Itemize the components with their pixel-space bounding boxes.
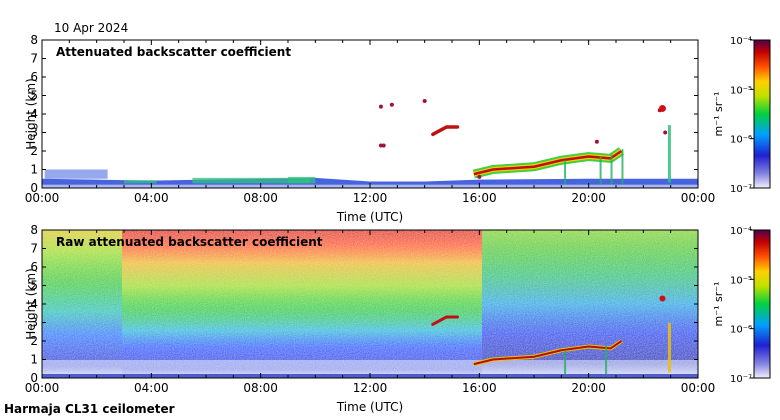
bottom-backscatter-field	[42, 230, 698, 378]
top-x-tick-label: 16:00	[462, 191, 497, 205]
bottom-colorbar: 10⁻⁴ 10⁻⁵ 10⁻⁶ 10⁻⁷ m⁻¹ sr⁻¹	[712, 226, 771, 385]
bottom-y-tick-label: 0	[30, 371, 38, 385]
bottom-x-tick-label: 20:00	[571, 381, 606, 395]
top-y-tick-label: 1	[30, 163, 38, 177]
bottom-y-tick-label: 6	[30, 260, 38, 274]
top-x-tick-label: 00:00	[25, 191, 60, 205]
raw-noise-block-day	[122, 230, 482, 378]
raw-noise-block-early	[42, 230, 122, 378]
aerosol-patch	[192, 177, 310, 184]
top-colorbar-tick-label: 10⁻⁶	[730, 135, 752, 146]
bottom-colorbar-tick-label: 10⁻⁶	[730, 325, 752, 336]
bottom-x-label: Time (UTC)	[336, 400, 403, 414]
aerosol-patch	[124, 180, 157, 184]
bottom-y-tick-label: 8	[30, 223, 38, 237]
bottom-x-tick-label: 16:00	[462, 381, 497, 395]
bottom-x-tick-label: 00:00	[25, 381, 60, 395]
bottom-y-tick-label: 4	[30, 297, 38, 311]
aerosol-patch	[288, 176, 316, 184]
bottom-colorbar-tick-label: 10⁻⁷	[730, 374, 752, 385]
bottom-y-tick-label: 3	[30, 316, 38, 330]
precip-streak	[564, 160, 567, 185]
top-y-tick-label: 7	[30, 52, 38, 66]
raw-cloud-layer-core	[473, 340, 623, 366]
scattered-echo	[378, 143, 383, 148]
precip-streak	[599, 156, 602, 185]
bottom-y-label: Height (km)	[24, 268, 38, 339]
precip-streak	[610, 154, 613, 185]
early-aerosol-layer	[44, 169, 108, 179]
bottom-panel: 0 1 2 3 4 5 6 7 8 00:00 04:00 08:00 12:00 16:00 20:00 0…	[24, 223, 715, 414]
scattered-echo	[422, 99, 427, 104]
bottom-colorbar-tick-label: 10⁻⁴	[730, 226, 752, 237]
top-x-tick-label: 12:00	[353, 191, 388, 205]
top-y-tick-label: 4	[30, 107, 38, 121]
top-colorbar-unit: m⁻¹ sr⁻¹	[712, 92, 725, 137]
bottom-y-tick-label: 1	[30, 353, 38, 367]
raw-precip-streak	[564, 350, 567, 375]
raw-late-column	[667, 322, 671, 373]
bottom-y-tick-label: 7	[30, 242, 38, 256]
bottom-y-tick-label: 2	[30, 334, 38, 348]
late-column	[667, 125, 671, 183]
raw-noise-block-evening	[482, 230, 698, 378]
top-x-tick-label: 08:00	[243, 191, 278, 205]
bottom-colorbar-tick-label: 10⁻⁵	[730, 275, 752, 286]
top-y-tick-label: 5	[30, 89, 38, 103]
scattered-echo	[663, 130, 668, 135]
top-colorbar-gradient	[753, 39, 771, 189]
top-x-label: Time (UTC)	[336, 210, 403, 224]
top-colorbar: 10⁻⁴ 10⁻⁵ 10⁻⁶ 10⁻⁷ m⁻¹ sr⁻¹	[712, 36, 771, 195]
top-y-tick-label: 8	[30, 33, 38, 47]
top-y-tick-label: 6	[30, 70, 38, 84]
raw-elevated-cloud	[431, 315, 459, 326]
top-y-label: Height (km)	[24, 78, 38, 149]
scattered-echo	[389, 102, 394, 107]
bottom-x-tick-label: 12:00	[353, 381, 388, 395]
raw-near-surface-band	[42, 360, 698, 374]
scattered-echo	[594, 139, 599, 144]
date-label: 10 Apr 2024	[54, 21, 128, 35]
top-x-tick-label: 20:00	[571, 191, 606, 205]
bottom-colorbar-gradient	[753, 229, 771, 379]
top-title: Attenuated backscatter coefficient	[56, 45, 291, 59]
top-colorbar-tick-label: 10⁻⁷	[730, 184, 752, 195]
bottom-colorbar-unit: m⁻¹ sr⁻¹	[712, 282, 725, 327]
top-plot-area	[42, 40, 698, 188]
bottom-x-tick-label: 08:00	[243, 381, 278, 395]
top-colorbar-tick-label: 10⁻⁴	[730, 36, 752, 47]
top-y-tick-label: 2	[30, 144, 38, 158]
elevated-cloud	[431, 125, 460, 137]
bottom-x-tick-label: 00:00	[681, 381, 716, 395]
footer-label: Harmaja CL31 ceilometer	[4, 402, 175, 416]
scattered-echo	[381, 143, 386, 148]
top-y-tick-label: 0	[30, 181, 38, 195]
top-y-tick-label: 3	[30, 126, 38, 140]
raw-late-cloud-blob	[659, 295, 666, 302]
bottom-title: Raw attenuated backscatter coefficient	[56, 235, 323, 249]
top-x-tick-label: 00:00	[681, 191, 716, 205]
raw-precip-streak	[605, 344, 608, 375]
late-cloud-blob	[658, 104, 666, 112]
scattered-echo	[477, 174, 482, 179]
top-x-tick-label: 04:00	[134, 191, 169, 205]
scattered-echo	[378, 104, 383, 109]
top-panel: 0 1 2 3 4 5 6 7 8 00:00 04:00 08:00 12:00 16:00 20:00 0…	[24, 33, 715, 224]
top-colorbar-tick-label: 10⁻⁵	[730, 85, 752, 96]
bottom-y-tick-label: 5	[30, 279, 38, 293]
bottom-x-tick-label: 04:00	[134, 381, 169, 395]
precip-streak	[621, 149, 624, 185]
